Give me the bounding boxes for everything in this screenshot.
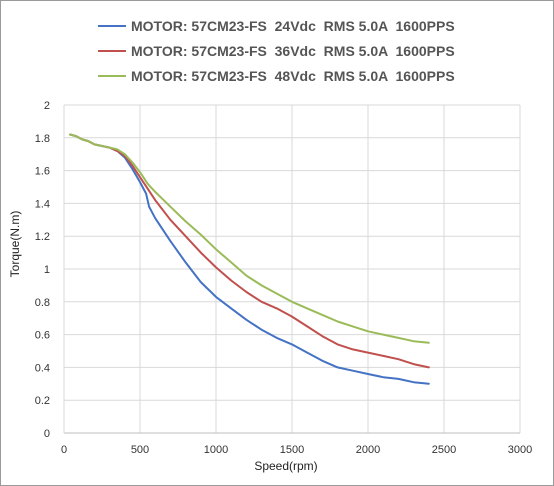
x-tick-label: 2000	[356, 444, 380, 456]
axes	[63, 105, 520, 434]
legend-label-1: MOTOR: 57CM23-FS 24Vdc RMS 5.0A 1600PPS	[131, 18, 455, 34]
legend-label-3: MOTOR: 57CM23-FS 48Vdc RMS 5.0A 1600PPS	[131, 68, 455, 84]
y-tick-label: 2	[44, 100, 50, 112]
y-tick-label: 0.4	[35, 362, 50, 374]
y-tick-label: 1	[44, 264, 50, 276]
series-line-1	[69, 133, 430, 385]
x-tick-label: 3000	[508, 444, 532, 456]
x-tick-label: 500	[131, 444, 149, 456]
x-tick-label: 1000	[204, 444, 228, 456]
y-tick-label: 1.4	[35, 198, 50, 210]
y-tick-label: 0.8	[35, 297, 50, 309]
y-tick-label: 0	[44, 428, 50, 440]
series-lines	[69, 133, 430, 385]
y-tick-label: 1.2	[35, 231, 50, 243]
x-tick-label: 2500	[432, 444, 456, 456]
grid	[64, 104, 521, 433]
y-tick-labels: 0 0.2 0.4 0.6 0.8 1 1.2 1.4 1.6 1.8 2	[35, 100, 50, 440]
y-tick-label: 0.2	[35, 395, 50, 407]
y-tick-label: 1.6	[35, 166, 50, 178]
y-tick-label: 0.6	[35, 330, 50, 342]
x-axis-label: Speed(rpm)	[254, 459, 317, 473]
series-line-3	[69, 133, 430, 344]
legend: MOTOR: 57CM23-FS 24Vdc RMS 5.0A 1600PPS M…	[98, 18, 455, 84]
y-tick-label: 1.8	[35, 133, 50, 145]
x-tick-labels: 0 500 1000 1500 2000 2500 3000	[61, 444, 532, 456]
x-tick-label: 0	[61, 444, 67, 456]
y-axis-label: Torque(N.m)	[8, 211, 22, 278]
legend-label-2: MOTOR: 57CM23-FS 36Vdc RMS 5.0A 1600PPS	[131, 43, 455, 59]
x-tick-label: 1500	[280, 444, 304, 456]
